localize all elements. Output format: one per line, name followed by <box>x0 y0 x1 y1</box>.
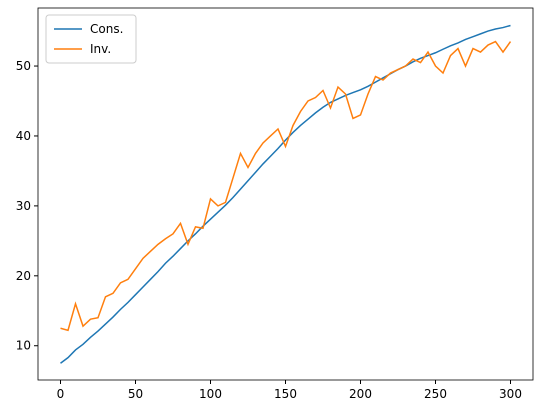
line-series <box>60 24 511 364</box>
y-tick-label: 30 <box>16 199 31 213</box>
line-series <box>60 40 512 332</box>
x-tick-label: 0 <box>57 387 65 401</box>
y-tick-label: 10 <box>16 339 31 353</box>
x-tick-label: 150 <box>274 387 297 401</box>
y-tick-label: 20 <box>16 269 31 283</box>
x-tick-label: 50 <box>128 387 143 401</box>
y-tick-label: 40 <box>16 129 31 143</box>
x-tick-label: 300 <box>499 387 522 401</box>
x-tick-label: 250 <box>424 387 447 401</box>
x-tick-label: 100 <box>199 387 222 401</box>
legend-box <box>45 14 137 64</box>
legend-label: Cons. <box>90 22 123 36</box>
x-tick-label: 200 <box>349 387 372 401</box>
axes-frame <box>37 7 534 381</box>
legend-label: Inv. <box>90 42 111 56</box>
y-tick-label: 50 <box>16 59 31 73</box>
